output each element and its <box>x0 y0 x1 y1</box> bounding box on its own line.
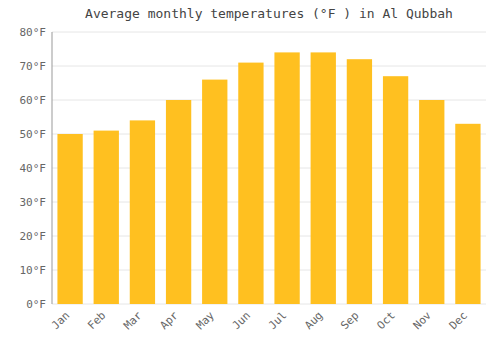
bar <box>94 131 119 304</box>
x-tick-label: Mar <box>121 309 145 333</box>
x-tick-label: Jun <box>230 309 253 332</box>
bar <box>202 80 227 304</box>
x-tick-label: Oct <box>374 309 397 332</box>
x-tick-label: May <box>194 309 218 333</box>
chart-svg: Average monthly temperatures (°F ) in Al… <box>0 0 500 350</box>
bar <box>455 124 480 304</box>
bar <box>347 59 372 304</box>
bar <box>57 134 82 304</box>
grid-line <box>52 66 486 67</box>
y-tick-label: 30°F <box>20 196 47 209</box>
x-tick-label: Dec <box>447 309 470 332</box>
bar <box>238 63 263 304</box>
title: Average monthly temperatures (°F ) in Al… <box>85 6 453 21</box>
bar <box>383 76 408 304</box>
x-tick-label: Jan <box>49 309 72 332</box>
y-tick-label: 0°F <box>26 298 46 311</box>
y-axis-line <box>52 32 53 304</box>
grid <box>52 32 486 304</box>
y-tick-label: 70°F <box>20 60 47 73</box>
x-tick-label: Jul <box>266 309 289 332</box>
y-tick-label: 60°F <box>20 94 47 107</box>
y-tick-label: 50°F <box>20 128 47 141</box>
x-tick-label: Feb <box>85 309 108 332</box>
bars <box>57 52 480 304</box>
bar <box>311 52 336 304</box>
x-tick-label: Sep <box>338 309 361 332</box>
bar <box>419 100 444 304</box>
y-tick-label: 10°F <box>20 264 47 277</box>
bar <box>274 52 299 304</box>
x-tick-label: Aug <box>302 309 325 332</box>
chart-container: Average monthly temperatures (°F ) in Al… <box>0 0 500 350</box>
bar <box>130 120 155 304</box>
y-tick-label: 80°F <box>20 26 47 39</box>
y-tick-label: 40°F <box>20 162 47 175</box>
y-tick-label: 20°F <box>20 230 47 243</box>
x-tick-label: Apr <box>157 309 181 333</box>
grid-line <box>52 32 486 33</box>
x-tick-label: Nov <box>411 309 435 333</box>
bar <box>166 100 191 304</box>
